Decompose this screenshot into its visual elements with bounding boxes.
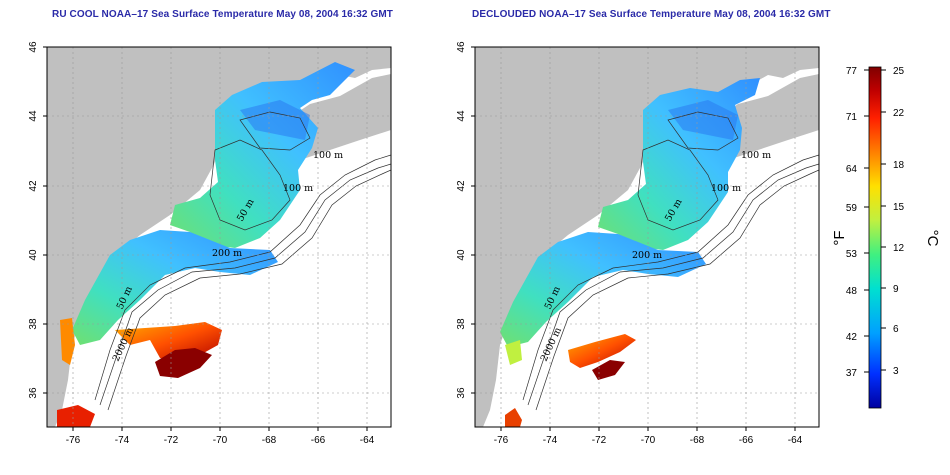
celsius-tick: 18 bbox=[893, 160, 905, 171]
contour-label: 200 m bbox=[632, 250, 662, 261]
left-map: 100 m 100 m 50 m 200 m 50 m 2000 m -76 -… bbox=[28, 41, 392, 446]
y-tick-label: 44 bbox=[456, 110, 467, 122]
x-tick-label: -74 bbox=[115, 435, 130, 446]
left-map-title: RU COOL NOAA–17 Sea Surface Temperature … bbox=[52, 9, 393, 20]
right-map-frame bbox=[474, 46, 820, 428]
fahrenheit-tick: 42 bbox=[846, 332, 858, 343]
celsius-tick-labels: 25 22 18 15 12 9 6 3 bbox=[893, 66, 905, 377]
fahrenheit-tick: 77 bbox=[846, 66, 858, 77]
y-tick-label: 44 bbox=[28, 110, 39, 122]
left-land bbox=[47, 47, 391, 427]
celsius-tick: 25 bbox=[893, 66, 905, 77]
right-map-title: DECLOUDED NOAA–17 Sea Surface Temperatur… bbox=[472, 9, 831, 20]
right-sst-shelf bbox=[500, 232, 706, 347]
x-tick-label: -72 bbox=[592, 435, 607, 446]
y-tick-label: 36 bbox=[28, 387, 39, 399]
left-map-frame bbox=[46, 46, 392, 428]
celsius-tick: 12 bbox=[893, 243, 905, 254]
y-tick-label: 42 bbox=[28, 180, 39, 192]
y-tick-label: 38 bbox=[28, 318, 39, 330]
colorbar-tick-marks bbox=[864, 69, 886, 373]
fahrenheit-unit-label: °F bbox=[831, 230, 848, 245]
right-sst-gulf-stream bbox=[568, 334, 636, 368]
colorbar-gradient bbox=[868, 66, 882, 409]
x-tick-label: -68 bbox=[690, 435, 705, 446]
x-tick-label: -70 bbox=[213, 435, 228, 446]
x-tick-label: -66 bbox=[311, 435, 326, 446]
y-tick-label: 42 bbox=[456, 180, 467, 192]
x-tick-label: -64 bbox=[788, 435, 803, 446]
left-y-tick-labels: 46 44 42 40 38 36 bbox=[28, 41, 39, 399]
right-sst-coast-warm bbox=[505, 340, 522, 365]
x-tick-label: -64 bbox=[360, 435, 375, 446]
x-tick-label: -70 bbox=[641, 435, 656, 446]
right-x-tick-labels: -76 -74 -72 -70 -68 -66 -64 bbox=[494, 435, 803, 446]
right-land bbox=[475, 47, 819, 427]
right-y-tick-labels: 46 44 42 40 38 36 bbox=[456, 41, 467, 399]
celsius-unit-label: °C bbox=[924, 230, 941, 247]
left-sst-cold-core bbox=[240, 100, 310, 140]
y-tick-label: 40 bbox=[456, 249, 467, 261]
x-tick-label: -76 bbox=[494, 435, 509, 446]
fahrenheit-tick: 53 bbox=[846, 249, 858, 260]
y-tick-label: 40 bbox=[28, 249, 39, 261]
x-tick-label: -68 bbox=[262, 435, 277, 446]
x-tick-label: -72 bbox=[164, 435, 179, 446]
fahrenheit-tick: 71 bbox=[846, 112, 858, 123]
y-tick-label: 46 bbox=[456, 41, 467, 53]
fahrenheit-tick: 37 bbox=[846, 368, 858, 379]
celsius-tick: 9 bbox=[893, 284, 899, 295]
left-tick-marks bbox=[43, 46, 368, 431]
celsius-tick: 6 bbox=[893, 324, 899, 335]
fahrenheit-tick: 59 bbox=[846, 203, 858, 214]
celsius-tick: 3 bbox=[893, 366, 899, 377]
fahrenheit-tick: 48 bbox=[846, 286, 858, 297]
fahrenheit-tick: 64 bbox=[846, 164, 858, 175]
contour-label: 100 m bbox=[283, 183, 313, 194]
y-tick-label: 38 bbox=[456, 318, 467, 330]
x-tick-label: -76 bbox=[66, 435, 81, 446]
celsius-tick: 15 bbox=[893, 202, 905, 213]
right-bathymetry-contours bbox=[522, 111, 819, 411]
right-sst-south-warm bbox=[505, 408, 522, 427]
right-sst-warm-eddy bbox=[592, 360, 625, 380]
x-tick-label: -66 bbox=[739, 435, 754, 446]
celsius-tick: 22 bbox=[893, 108, 905, 119]
contour-label: 200 m bbox=[212, 248, 242, 259]
contour-label: 100 m bbox=[313, 150, 343, 161]
left-sst-gulf-of-maine bbox=[170, 62, 355, 248]
contour-label: 100 m bbox=[711, 183, 741, 194]
right-map: 100 m 100 m 50 m 200 m 50 m 2000 m -76 -… bbox=[456, 41, 820, 446]
left-sst-south-warm bbox=[57, 405, 95, 427]
left-sst-warm-eddy bbox=[155, 348, 212, 378]
temperature-colorbar: 77 71 64 59 53 48 42 37 25 22 18 15 12 9… bbox=[831, 66, 941, 409]
right-gridlines bbox=[475, 47, 819, 427]
x-tick-label: -74 bbox=[543, 435, 558, 446]
y-tick-label: 46 bbox=[28, 41, 39, 53]
contour-label: 100 m bbox=[741, 150, 771, 161]
left-sst-coast-warm bbox=[60, 318, 75, 365]
right-sst-cold-core bbox=[668, 100, 738, 140]
fahrenheit-tick-labels: 77 71 64 59 53 48 42 37 bbox=[846, 66, 858, 379]
left-bathymetry-contours bbox=[94, 111, 391, 411]
left-gridlines bbox=[47, 47, 391, 427]
left-x-tick-labels: -76 -74 -72 -70 -68 -66 -64 bbox=[66, 435, 375, 446]
right-tick-marks bbox=[471, 46, 796, 431]
left-sst-shelf bbox=[72, 230, 278, 345]
y-tick-label: 36 bbox=[456, 387, 467, 399]
